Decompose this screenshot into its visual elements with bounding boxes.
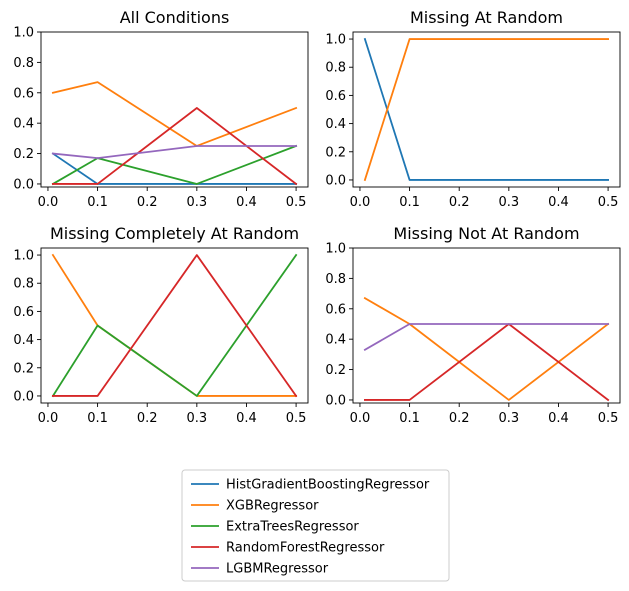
y-tick-label: 0.4	[325, 117, 346, 132]
series-line-lgbmregressor	[51, 145, 297, 160]
y-tick-label: 0.4	[325, 333, 346, 348]
y-tick-label: 0.4	[13, 333, 34, 348]
legend-label: LGBMRegressor	[226, 562, 329, 577]
y-tick-label: 0.2	[13, 147, 34, 162]
y-tick-label: 0.2	[13, 361, 34, 376]
x-tick-label: 0.5	[286, 411, 307, 426]
axes-frame	[352, 247, 621, 404]
x-tick-label: 0.4	[548, 411, 569, 426]
x-tick-label: 0.3	[498, 411, 519, 426]
x-tick-label: 0.1	[87, 411, 108, 426]
legend-label: RandomForestRegressor	[226, 541, 385, 556]
panel-missing-completely-at-random: Missing Completely At Random 0.0 0.1 0.2 0.…	[13, 224, 309, 426]
x-tick-label: 0.1	[87, 195, 108, 210]
y-tick-label: 0.0	[13, 177, 34, 192]
x-tick-label: 0.0	[38, 411, 59, 426]
x-tick-label: 0.0	[350, 411, 371, 426]
x-tick-label: 0.2	[449, 195, 470, 210]
panel-title: All Conditions	[120, 8, 230, 27]
x-tick-label: 0.1	[399, 195, 420, 210]
x-tick-label: 0.5	[286, 195, 307, 210]
x-tick-label: 0.2	[137, 195, 158, 210]
x-tick-label: 0.0	[350, 195, 371, 210]
axes-frame	[40, 31, 309, 188]
legend-label: XGBRegressor	[226, 499, 319, 514]
y-tick-label: 0.0	[325, 393, 346, 408]
x-tick-label: 0.3	[498, 195, 519, 210]
y-tick-label: 0.0	[325, 173, 346, 188]
x-tick-label: 0.3	[186, 411, 207, 426]
legend: HistGradientBoostingRegressor XGBRegress…	[181, 469, 450, 582]
y-tick-label: 0.0	[13, 389, 34, 404]
panel-title: Missing At Random	[410, 8, 563, 27]
series-line-random-forest-regressor	[364, 323, 610, 402]
y-tick-label: 0.6	[325, 89, 346, 104]
x-tick-label: 0.2	[137, 411, 158, 426]
x-tick-label: 0.5	[598, 411, 619, 426]
series-line-xgbregressor	[363, 38, 609, 182]
panel-title: Missing Completely At Random	[50, 224, 299, 243]
x-tick-label: 0.3	[186, 195, 207, 210]
y-tick-label: 1.0	[13, 249, 34, 264]
y-tick-label: 0.8	[13, 277, 34, 292]
legend-label: HistGradientBoostingRegressor	[226, 478, 430, 493]
y-tick-label: 0.4	[13, 117, 34, 132]
legend-entry-lgbm-regressor: LGBMRegressor	[191, 562, 329, 577]
x-tick-label: 0.4	[548, 195, 569, 210]
legend-entry-extra-trees-regressor: ExtraTreesRegressor	[191, 520, 359, 535]
y-tick-label: 0.6	[325, 302, 346, 317]
x-tick-label: 0.5	[598, 195, 619, 210]
series-line-extra-trees-regressor	[51, 144, 298, 186]
y-tick-label: 1.0	[13, 26, 34, 41]
panel-missing-not-at-random: Missing Not At Random 0.0 0.1 0.2 0.3 0.4 0.5…	[325, 224, 621, 426]
legend-entry-random-forest-regressor: RandomForestRegressor	[191, 541, 385, 556]
x-tick-label: 0.4	[236, 195, 257, 210]
panel-title: Missing Not At Random	[393, 224, 579, 243]
x-tick-label: 0.4	[236, 411, 257, 426]
legend-entry-hist-gradient-boosting-regressor: HistGradientBoostingRegressor	[191, 478, 430, 493]
y-tick-label: 1.0	[325, 33, 346, 48]
x-tick-label: 0.0	[38, 195, 59, 210]
legend-entry-xgb-regressor: XGBRegressor	[191, 499, 319, 514]
panel-missing-at-random: Missing At Random 0.0 0.1 0.2 0.3 0.4 0.5 0.0 0…	[325, 8, 621, 210]
legend-frame	[181, 469, 450, 582]
panel-all-conditions: All Conditions 0.0 0.1 0.2 0.3 0.4 0.5 0.0 0.2 0…	[13, 8, 309, 210]
series-line-lgbmregressor	[363, 323, 609, 352]
x-tick-label: 0.2	[449, 411, 470, 426]
series-line-xgbregressor	[51, 81, 298, 147]
y-tick-label: 0.8	[325, 61, 346, 76]
y-tick-label: 0.8	[325, 272, 346, 287]
x-tick-label: 0.1	[399, 411, 420, 426]
y-tick-label: 0.2	[325, 145, 346, 160]
series-line-hist-gradient-boosting-regressor	[51, 152, 297, 185]
series-line-random-forest-regressor	[52, 254, 298, 398]
y-tick-label: 0.2	[325, 363, 346, 378]
y-tick-label: 1.0	[325, 242, 346, 257]
legend-label: ExtraTreesRegressor	[226, 520, 359, 535]
y-tick-label: 0.8	[13, 56, 34, 71]
y-tick-label: 0.6	[13, 86, 34, 101]
axes-frame	[352, 31, 621, 188]
axes-frame	[40, 247, 309, 404]
y-tick-label: 0.6	[13, 305, 34, 320]
